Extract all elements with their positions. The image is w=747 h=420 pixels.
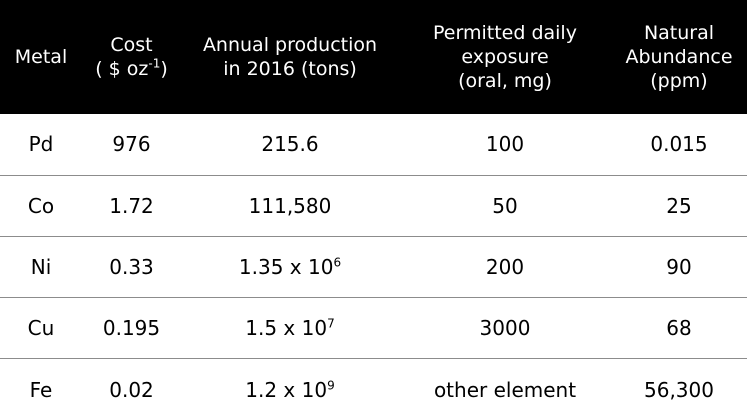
table-header: Metal Cost ( $ oz-1) Annual production i… [0,0,747,114]
cell-cost: 0.02 [82,358,181,420]
cell-metal: Pd [28,132,54,157]
header-abundance: Natural Abundance (ppm) [625,22,733,92]
table-row: Cu 0.195 1.5 x 107 3000 68 [0,297,747,359]
cell-production: 1.2 x 109 [181,358,399,420]
cell-metal: Co [0,174,82,237]
table-row: Pd 976 215.6 100 0.015 [0,114,747,175]
cell-production: 1.35 x 106 [181,235,399,298]
cell-production: 1.5 x 107 [181,297,399,359]
cell-metal: Cu [0,297,82,359]
table-row: Co 1.72 111,580 50 25 [0,174,747,237]
header-row: Metal Cost ( $ oz-1) Annual production i… [0,0,747,114]
cell-abundance: 25 [611,174,747,237]
header-cost: Cost ( $ oz-1) [95,34,168,80]
cell-production: 111,580 [181,174,399,237]
cell-cost: 976 [112,132,151,157]
cell-abundance: 68 [611,297,747,359]
cell-metal: Ni [0,235,82,298]
cell-cost: 0.33 [82,235,181,298]
cell-production: 215.6 [261,132,319,157]
header-metal: Metal [14,46,68,68]
table-body: Pd 976 215.6 100 0.015 Co 1.72 111,580 5… [0,114,747,420]
cell-exposure: 50 [399,174,611,237]
cell-abundance: 90 [611,235,747,298]
cell-exposure: 100 [485,132,525,157]
header-exposure: Permitted daily exposure (oral, mg) [433,22,577,92]
table-row: Fe 0.02 1.2 x 109 other element 56,300 [0,358,747,420]
cell-exposure: 200 [399,235,611,298]
cell-abundance: 56,300 [611,358,747,420]
cell-exposure: other element [399,358,611,420]
table-row: Ni 0.33 1.35 x 106 200 90 [0,235,747,298]
cell-abundance: 0.015 [650,132,708,157]
cell-cost: 0.195 [82,297,181,359]
cell-exposure: 3000 [399,297,611,359]
header-production: Annual production in 2016 (tons) [202,34,378,80]
cell-metal: Fe [0,358,82,420]
cell-cost: 1.72 [82,174,181,237]
